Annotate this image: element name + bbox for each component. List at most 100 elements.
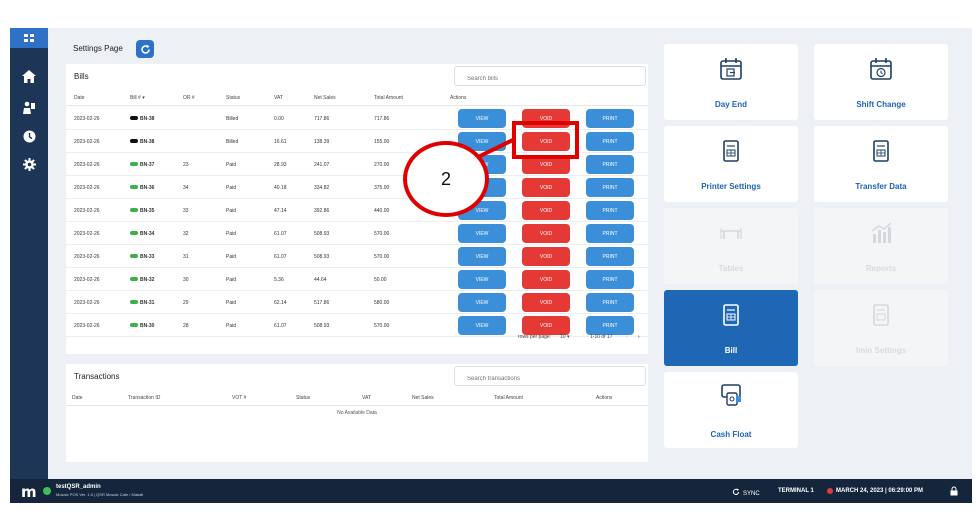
- table-row: 2023-02-26 BN-34 32 Paid 61.07 508.93 570.00 VI…: [66, 222, 648, 245]
- cloud-sync-icon: [130, 299, 138, 304]
- tile-label: Bill: [724, 346, 738, 355]
- tile-bill[interactable]: Bill: [664, 290, 798, 366]
- step-number: 2: [440, 168, 451, 189]
- prev-page-button[interactable]: ‹: [626, 334, 628, 340]
- tile-label: Day End: [714, 100, 747, 109]
- printer-doc-icon: [723, 140, 739, 162]
- rows-per-page-label: rows per page:: [518, 334, 552, 340]
- tile-tables: Tables: [664, 208, 798, 284]
- print-button[interactable]: PRINT: [586, 247, 634, 266]
- pos-app: Settings Page Bills Date Bill # ▾ OR # S…: [10, 28, 972, 503]
- row-or: 29: [183, 300, 189, 306]
- table-row: 2023-02-26 BN-32 30 Paid 5.36 44.64 50.00 VIEW V…: [66, 268, 648, 291]
- row-bill-number: BN-31: [140, 300, 155, 306]
- bills-search-input[interactable]: [454, 66, 646, 86]
- transactions-search-input[interactable]: [454, 366, 646, 386]
- date-time: MARCH 24, 2023 | 06:29:00 PM: [836, 488, 924, 494]
- step-callout: 2: [403, 141, 489, 217]
- row-status: Paid: [226, 162, 237, 168]
- cloud-sync-icon: [130, 230, 138, 235]
- view-button[interactable]: VIEW: [458, 109, 506, 128]
- row-status: Paid: [226, 185, 237, 191]
- lock-icon[interactable]: [950, 486, 958, 496]
- row-total: 375.00: [374, 185, 390, 191]
- refresh-button[interactable]: [136, 40, 154, 58]
- print-button[interactable]: PRINT: [586, 178, 634, 197]
- col-vat: VAT: [362, 395, 371, 401]
- tile-label: Tables: [718, 264, 744, 273]
- print-button[interactable]: PRINT: [586, 132, 634, 151]
- rows-per-page-select[interactable]: 10 ▾: [560, 334, 569, 340]
- next-page-button[interactable]: ›: [638, 334, 640, 340]
- print-button[interactable]: PRINT: [586, 293, 634, 312]
- tile-reports: Reports: [814, 208, 948, 284]
- print-button[interactable]: PRINT: [586, 109, 634, 128]
- col-actions: Actions: [450, 95, 467, 101]
- cloud-sync-icon: [130, 184, 138, 189]
- row-net-sales: 717.86: [314, 116, 330, 122]
- row-bill: BN-31: [130, 299, 155, 306]
- gear-icon: [22, 157, 36, 171]
- tables-icon: [720, 228, 742, 239]
- nav-home[interactable]: [21, 68, 37, 84]
- calendar-in-icon: [720, 58, 742, 80]
- print-button[interactable]: PRINT: [586, 155, 634, 174]
- tile-shift-change[interactable]: Shift Change: [814, 44, 948, 120]
- view-button[interactable]: VIEW: [458, 316, 506, 335]
- table-row: 2023-02-26 BN-31 29 Paid 62.14 517.86 580.00 VI…: [66, 291, 648, 314]
- print-button[interactable]: PRINT: [586, 201, 634, 220]
- col-total-amount: Total Amount: [374, 95, 403, 101]
- page-title: Settings Page: [73, 44, 123, 53]
- col-net-sales: Net Sales: [314, 95, 336, 101]
- view-button[interactable]: VIEW: [458, 224, 506, 243]
- print-button[interactable]: PRINT: [586, 224, 634, 243]
- cloud-sync-icon: [130, 207, 138, 212]
- void-button[interactable]: VOID: [522, 247, 570, 266]
- print-button[interactable]: PRINT: [586, 270, 634, 289]
- void-button[interactable]: VOID: [522, 316, 570, 335]
- void-button[interactable]: VOID: [522, 224, 570, 243]
- void-button[interactable]: VOID: [522, 270, 570, 289]
- view-button[interactable]: VIEW: [458, 270, 506, 289]
- void-button[interactable]: VOID: [522, 155, 570, 174]
- sync-label: SYNC: [743, 491, 760, 497]
- row-bill-number: BN-37: [140, 162, 155, 168]
- sync-icon: [732, 488, 740, 495]
- nav-staff[interactable]: [21, 100, 37, 116]
- imin-doc-icon: [873, 304, 889, 326]
- tile-cash-float[interactable]: Cash Float: [664, 372, 798, 448]
- cloud-sync-icon: [130, 161, 138, 166]
- tile-printer-settings[interactable]: Printer Settings: [664, 126, 798, 202]
- row-bill: BN-34: [130, 230, 154, 237]
- view-button[interactable]: VIEW: [458, 293, 506, 312]
- void-button[interactable]: VOID: [522, 178, 570, 197]
- tile-transfer-data[interactable]: Transfer Data: [814, 126, 948, 202]
- print-button[interactable]: PRINT: [586, 316, 634, 335]
- view-button[interactable]: VIEW: [458, 247, 506, 266]
- table-row: 2023-02-26 BN-38 Billed 16.61 138.39 155.00 VI…: [66, 130, 648, 153]
- row-date: 2023-02-26: [74, 231, 100, 237]
- tile-imin-settings: Imin Settings: [814, 290, 948, 366]
- tile-label: Shift Change: [856, 100, 906, 109]
- cloud-sync-icon: [130, 322, 138, 327]
- row-vat: 62.14: [274, 300, 287, 306]
- tile-label: Imin Settings: [855, 346, 907, 355]
- col-bill[interactable]: Bill # ▾: [130, 95, 145, 101]
- sync-button[interactable]: SYNC: [732, 488, 760, 497]
- table-row: 2023-02-26 BN-30 28 Paid 61.07 508.93 570.00 VI…: [66, 314, 648, 337]
- nav-history[interactable]: [21, 128, 37, 144]
- row-or: 30: [183, 277, 189, 283]
- col-actions: Actions: [596, 395, 613, 401]
- tile-day-end[interactable]: Day End: [664, 44, 798, 120]
- alert-dot-icon: [827, 488, 833, 494]
- void-button[interactable]: VOID: [522, 293, 570, 312]
- nav-settings[interactable]: [21, 156, 37, 172]
- table-row: 2023-02-26 BN-35 33 Paid 47.14 392.86 440.00 VI…: [66, 199, 648, 222]
- table-row: 2023-02-26BN-3634Paid40.18334.82375.00VI…: [66, 176, 648, 199]
- void-button[interactable]: VOID: [522, 132, 570, 151]
- row-net-sales: 508.93: [314, 254, 330, 260]
- row-net-sales: 241.07: [314, 162, 330, 168]
- row-net-sales: 138.39: [314, 139, 330, 145]
- menu-toggle[interactable]: [10, 28, 48, 48]
- void-button[interactable]: VOID: [522, 201, 570, 220]
